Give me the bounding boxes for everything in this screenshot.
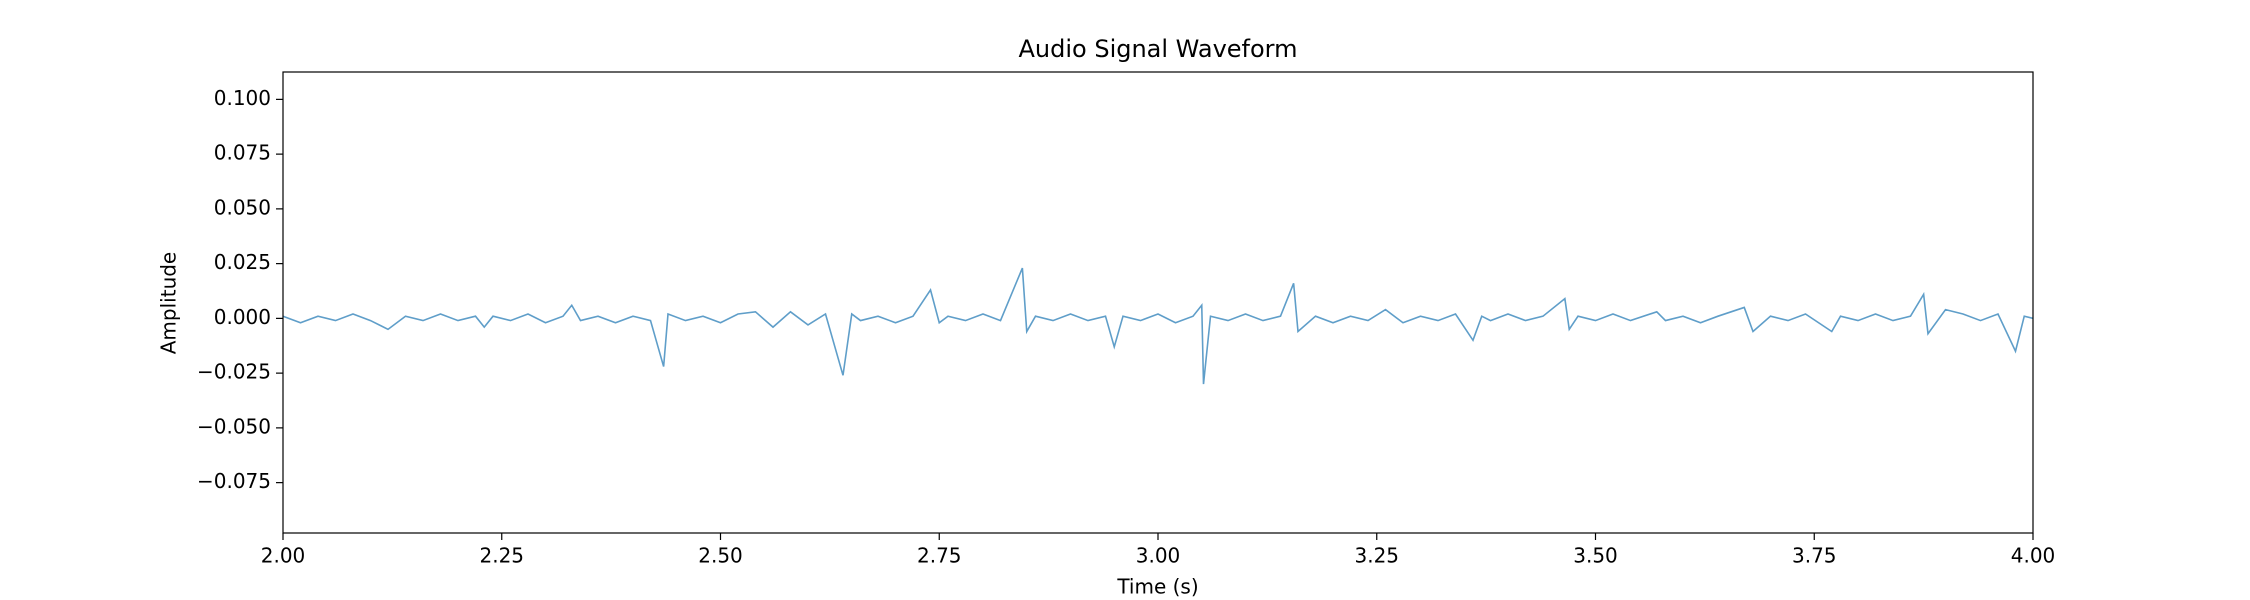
y-tick-label: 0.050 xyxy=(214,195,271,219)
y-tick-label: 0.025 xyxy=(214,250,271,274)
x-tick-label: 2.00 xyxy=(261,544,306,568)
x-tick-label: 3.50 xyxy=(1573,544,1618,568)
x-tick-label: 3.00 xyxy=(1136,544,1181,568)
y-tick-label: 0.075 xyxy=(214,141,271,165)
waveform-line xyxy=(282,267,2034,385)
x-tick-label: 2.75 xyxy=(917,544,962,568)
y-tick-label: −0.025 xyxy=(197,360,271,384)
x-tick-label: 4.00 xyxy=(2011,544,2056,568)
y-axis-title: Amplitude xyxy=(157,252,181,355)
x-tick-label: 3.75 xyxy=(1792,544,1837,568)
x-tick-label: 2.25 xyxy=(479,544,524,568)
y-tick-label: −0.050 xyxy=(197,414,271,438)
plot-frame xyxy=(282,71,2034,534)
chart-title: Audio Signal Waveform xyxy=(1018,35,1297,63)
x-tick-label: 2.50 xyxy=(698,544,743,568)
y-tick-label: −0.075 xyxy=(197,469,271,493)
y-tick-label: 0.000 xyxy=(214,305,271,329)
y-tick-label: 0.100 xyxy=(214,86,271,110)
x-tick-label: 3.25 xyxy=(1354,544,1399,568)
x-axis-title: Time (s) xyxy=(1116,575,1198,599)
